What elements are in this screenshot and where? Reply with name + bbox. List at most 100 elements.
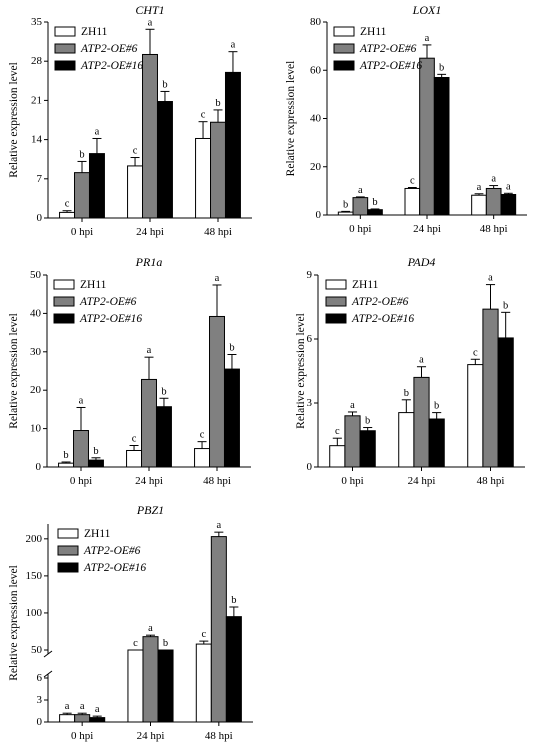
significance-letter: a <box>425 33 430 44</box>
y-tick-label: 40 <box>30 307 42 319</box>
legend-label: ATP2-OE#6 <box>359 43 417 55</box>
y-axis-label: Relative expression level <box>285 61 297 177</box>
significance-letter: b <box>404 388 409 399</box>
significance-letter: b <box>163 638 168 649</box>
chart-title: PR1a <box>135 255 163 269</box>
x-tick-label: 0 hpi <box>341 475 363 487</box>
bar-atp2-oe-6-1 <box>142 53 158 219</box>
y-tick-label: 0 <box>37 212 43 224</box>
y-tick-label: 100 <box>26 607 43 619</box>
significance-letter: b <box>161 386 166 397</box>
bar-atp2-oe-16-1 <box>157 649 174 723</box>
bar-atp2-oe-16-2 <box>224 71 241 219</box>
legend-swatch <box>325 313 347 324</box>
bar-atp2-oe-6-2 <box>485 187 502 216</box>
legend-label: ZH11 <box>84 528 111 540</box>
y-axis-label: Relative expression level <box>8 565 20 681</box>
legend-label: ATP2-OE#16 <box>351 313 414 325</box>
significance-letter: c <box>132 433 137 444</box>
bar-zh11-1 <box>127 165 144 219</box>
x-tick-label: 48 hpi <box>480 223 508 235</box>
bar-atp2-oe-6-2 <box>482 308 499 468</box>
y-tick-label: 0 <box>36 461 42 473</box>
bar-zh11-0 <box>59 211 76 219</box>
legend-label: ZH11 <box>80 279 107 291</box>
chart-title: CHT1 <box>135 3 164 17</box>
y-tick-label: 9 <box>307 269 313 281</box>
chart-pad4: PAD4 Relative expression level 0 3 6 9 0 hpi c a… <box>295 255 525 487</box>
x-tick-label: 0 hpi <box>71 730 93 742</box>
significance-letter: c <box>133 638 138 649</box>
chart-title: PAD4 <box>407 255 436 269</box>
bar-zh11-2 <box>471 194 487 216</box>
y-tick-label: 40 <box>310 113 322 125</box>
axis-break-mark <box>43 650 53 658</box>
y-axis-label: Relative expression level <box>8 62 20 178</box>
bar-atp2-oe-16-2 <box>223 368 240 468</box>
significance-letter: c <box>200 430 205 441</box>
significance-letter: a <box>65 701 70 712</box>
bar-atp2-oe-16-2 <box>500 193 517 216</box>
y-tick-label: 80 <box>310 16 322 28</box>
legend-label: ZH11 <box>360 26 387 38</box>
y-tick-label: 14 <box>31 134 43 146</box>
significance-letter: b <box>365 416 370 427</box>
legend-label: ATP2-OE#16 <box>80 60 143 72</box>
bar-atp2-oe-16-1 <box>433 76 450 216</box>
bar-atp2-oe-6-0 <box>73 430 89 468</box>
bar-zh11-2 <box>467 364 484 468</box>
significance-letter: c <box>65 199 70 210</box>
y-tick-label: 20 <box>310 161 322 173</box>
significance-letter: a <box>147 345 152 356</box>
axis-break-mark <box>43 670 53 678</box>
legend-swatch <box>57 528 79 539</box>
y-tick-label: 35 <box>31 16 43 28</box>
legend-label: ATP2-OE#16 <box>79 313 142 325</box>
bar-atp2-oe-16-0 <box>367 209 383 216</box>
legend-swatch <box>333 60 355 71</box>
legend-swatch <box>54 43 76 54</box>
y-tick-label: 6 <box>37 672 43 684</box>
bar-zh11-0 <box>59 714 76 723</box>
significance-letter: a <box>95 126 100 137</box>
significance-letter: b <box>372 197 377 208</box>
bar-atp2-oe-16-1 <box>156 101 173 219</box>
bar-atp2-oe-6-2 <box>210 121 226 219</box>
bar-atp2-oe-16-0 <box>88 153 105 219</box>
legend-swatch <box>57 562 79 573</box>
chart-title: LOX1 <box>412 3 442 17</box>
y-tick-label: 200 <box>26 533 43 545</box>
chart-title: PBZ1 <box>136 503 164 517</box>
x-tick-label: 24 hpi <box>136 226 164 238</box>
x-tick-label: 48 hpi <box>205 730 233 742</box>
x-tick-label: 48 hpi <box>477 475 505 487</box>
bar-atp2-oe-6-0 <box>74 172 90 219</box>
bar-atp2-oe-6-0 <box>344 415 361 468</box>
legend-swatch <box>325 296 347 307</box>
significance-letter: b <box>231 595 236 606</box>
y-tick-label: 50 <box>31 644 43 656</box>
significance-letter: c <box>133 146 138 157</box>
y-tick-label: 0 <box>37 716 43 728</box>
significance-letter: c <box>201 629 206 640</box>
y-tick-label: 3 <box>37 694 43 706</box>
bar-zh11-2 <box>194 448 211 468</box>
legend-swatch <box>54 60 76 71</box>
bar-atp2-oe-6-1 <box>419 57 435 216</box>
significance-letter: a <box>215 273 220 284</box>
bar-zh11-0 <box>337 211 354 216</box>
x-tick-label: 0 hpi <box>70 475 92 487</box>
legend-swatch <box>53 313 75 324</box>
bar-atp2-oe-6-2 <box>210 536 227 723</box>
legend-label: ATP2-OE#6 <box>83 545 141 557</box>
significance-letter: a <box>95 704 100 715</box>
legend-label: ATP2-OE#16 <box>359 60 422 72</box>
bar-atp2-oe-16-0 <box>359 430 376 468</box>
bar-atp2-oe-6-0 <box>352 197 369 216</box>
significance-letter: a <box>488 273 493 284</box>
legend-label: ZH11 <box>352 279 379 291</box>
legend-swatch <box>333 26 355 37</box>
x-tick-label: 48 hpi <box>203 475 231 487</box>
significance-letter: b <box>63 450 68 461</box>
y-axis-label: Relative expression level <box>295 313 307 429</box>
